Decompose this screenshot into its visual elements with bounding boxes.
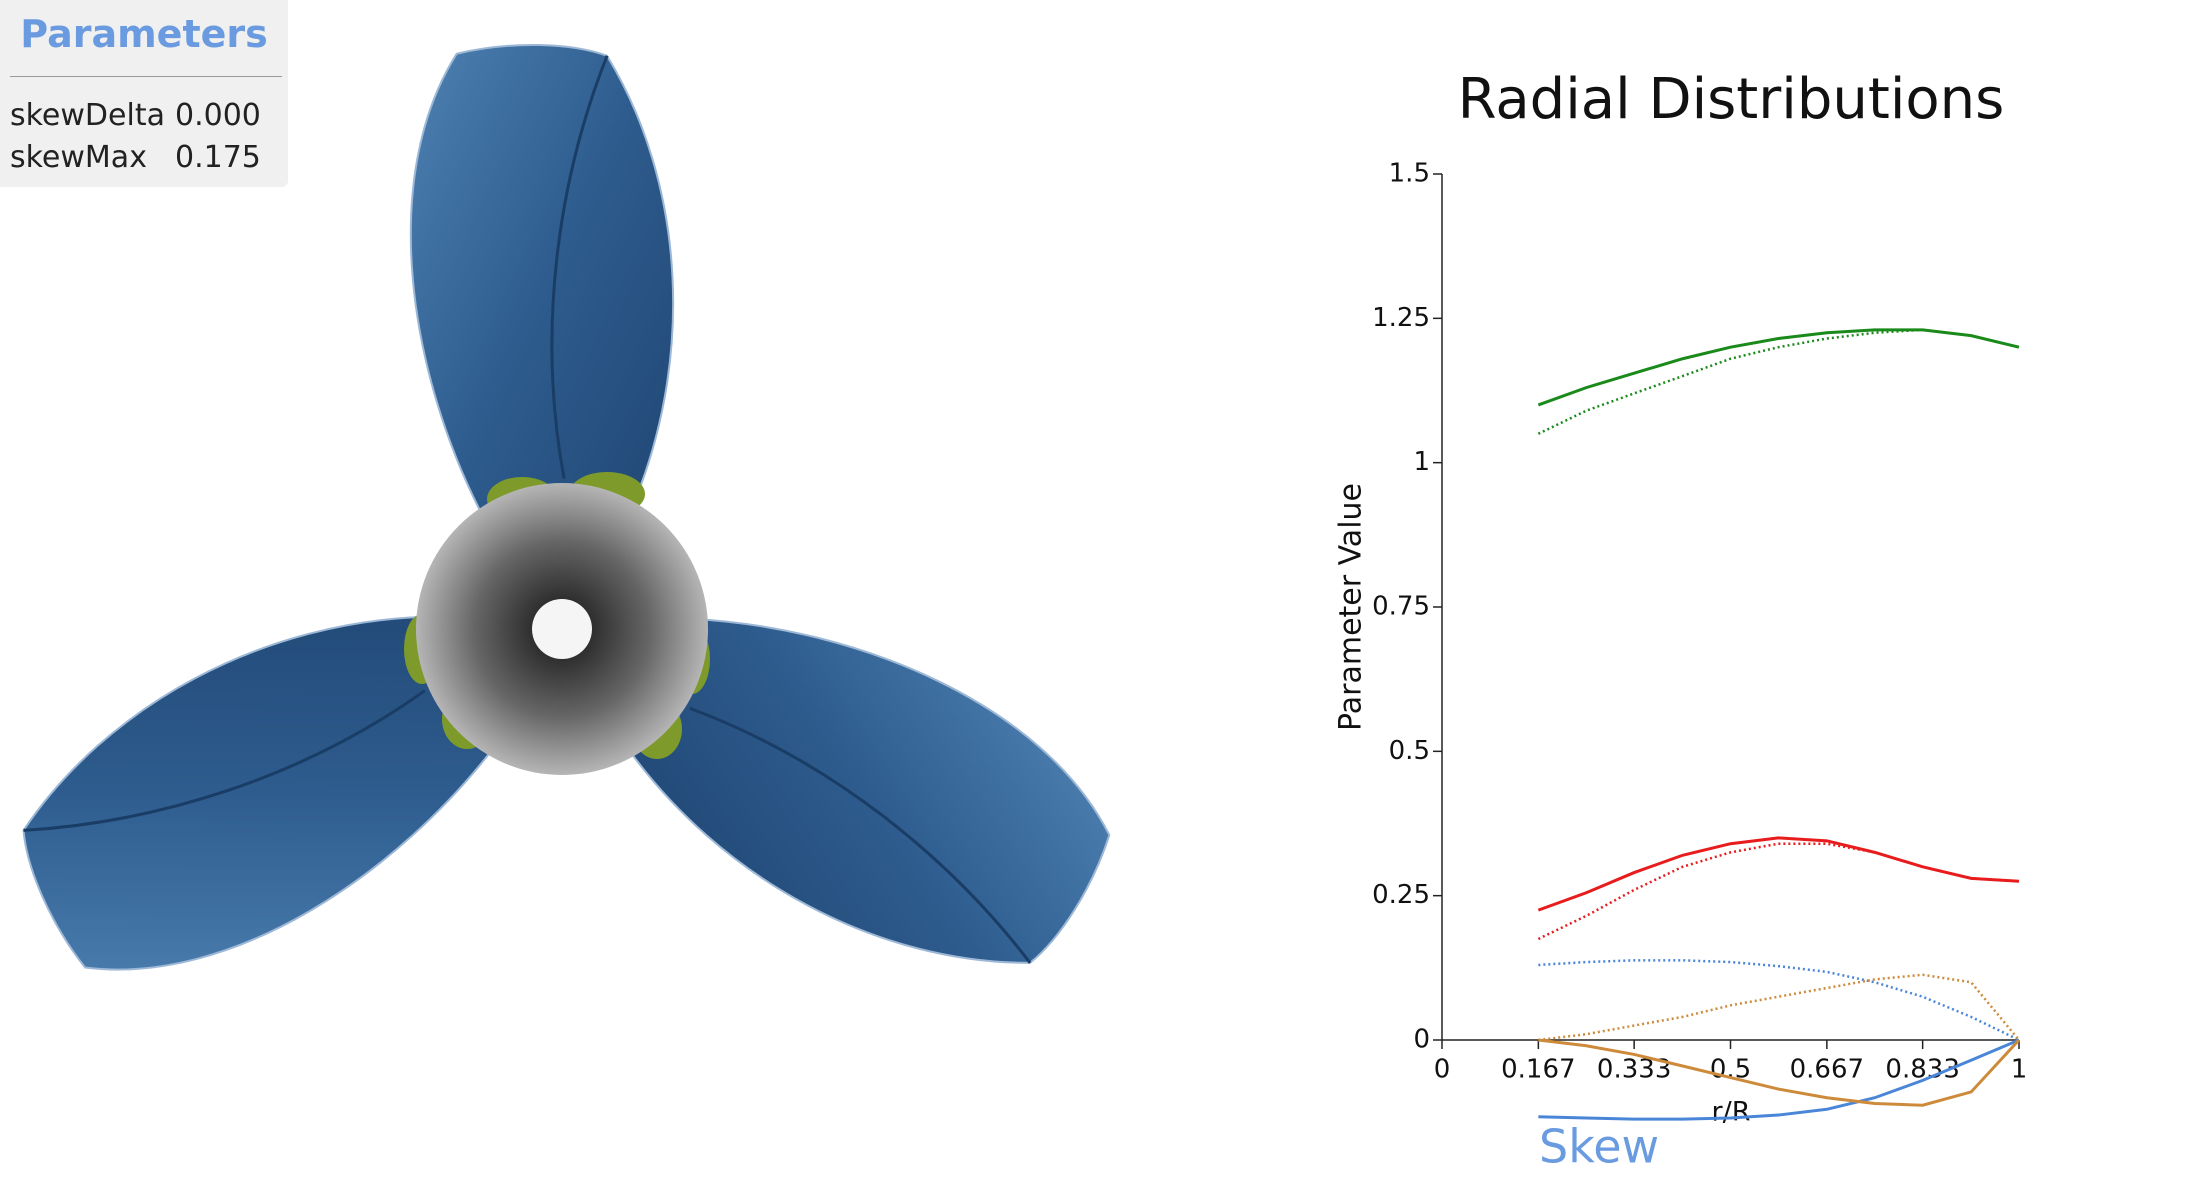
x-tick-label: 0.167	[1501, 1055, 1575, 1085]
x-tick-label: 0	[1434, 1055, 1451, 1085]
parameters-panel: Parameters skewDelta 0.000 skewMax 0.175	[0, 0, 288, 187]
panel-title[interactable]: Parameters	[20, 12, 268, 56]
blade-edge	[689, 706, 1032, 964]
separator	[10, 76, 282, 77]
blade	[409, 43, 675, 524]
param-value[interactable]: 0.175	[175, 140, 261, 175]
y-tick-label: 1.25	[1372, 303, 1430, 333]
propeller	[22, 43, 1111, 971]
propeller-view	[22, 43, 1111, 971]
x-tick-label: 0.333	[1597, 1055, 1671, 1085]
x-tick-label: 0.667	[1790, 1055, 1864, 1085]
series-line	[1538, 973, 2020, 1042]
series-line	[1538, 959, 2020, 1042]
y-tick-label: 1	[1413, 447, 1430, 477]
series-line	[1537, 328, 2020, 435]
annotation: Skew	[1539, 1120, 1659, 1174]
y-tick-label: 0	[1413, 1025, 1430, 1055]
blade	[22, 615, 499, 971]
param-name: skewDelta	[10, 98, 165, 133]
series-line	[1538, 1038, 2021, 1107]
hub-bore	[532, 599, 592, 659]
series-line	[1537, 842, 2020, 941]
param-value[interactable]: 0.000	[175, 98, 261, 133]
x-axis-label: r/R	[1712, 1097, 1751, 1128]
series-line	[1537, 836, 2020, 912]
y-tick-label: 0.75	[1372, 592, 1430, 622]
param-name: skewMax	[10, 140, 147, 175]
chart-title: Radial Distributions	[1458, 67, 2005, 132]
chart: Radial Distributions r/R Parameter Value…	[1334, 67, 2028, 1174]
blades	[22, 43, 1111, 971]
y-axis-label: Parameter Value	[1334, 483, 1369, 731]
x-tick-label: 1	[2011, 1055, 2028, 1085]
y-tick-label: 0.25	[1372, 880, 1430, 910]
y-tick-label: 0.5	[1389, 736, 1430, 766]
blade-edge	[23, 689, 426, 832]
series-line	[1538, 1038, 2020, 1121]
blade-edge	[550, 55, 609, 479]
blade	[620, 617, 1111, 964]
y-tick-label: 1.5	[1389, 159, 1430, 189]
series-line	[1537, 328, 2020, 407]
